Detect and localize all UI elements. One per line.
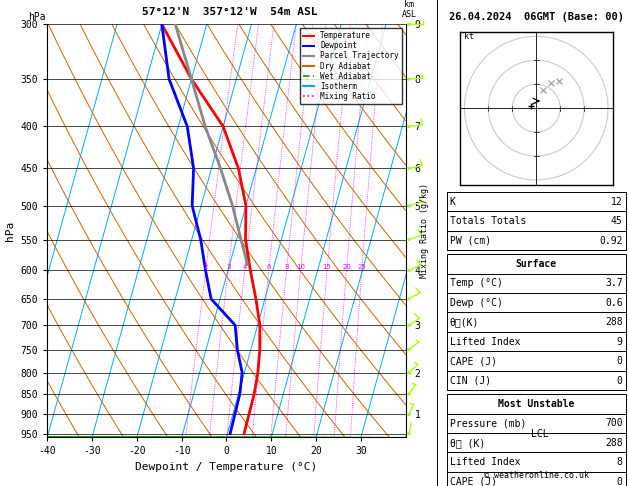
- Text: km
ASL: km ASL: [401, 0, 416, 19]
- Text: Dewp (°C): Dewp (°C): [450, 298, 503, 308]
- Text: Pressure (mb): Pressure (mb): [450, 418, 526, 428]
- Text: 57°12'N  357°12'W  54m ASL: 57°12'N 357°12'W 54m ASL: [142, 7, 318, 17]
- Text: Lifted Index: Lifted Index: [450, 457, 520, 467]
- Text: kt: kt: [464, 32, 474, 41]
- Text: 700: 700: [605, 418, 623, 428]
- Text: 10: 10: [296, 264, 305, 271]
- Text: 3.7: 3.7: [605, 278, 623, 288]
- Text: Surface: Surface: [516, 259, 557, 269]
- Text: Temp (°C): Temp (°C): [450, 278, 503, 288]
- Text: 288: 288: [605, 317, 623, 327]
- Text: 0: 0: [617, 376, 623, 385]
- Text: 4: 4: [243, 264, 247, 271]
- Text: Most Unstable: Most Unstable: [498, 399, 574, 409]
- Text: 45: 45: [611, 216, 623, 226]
- Text: 8: 8: [284, 264, 289, 271]
- Text: θᴄ (K): θᴄ (K): [450, 438, 485, 448]
- Text: Lifted Index: Lifted Index: [450, 337, 520, 347]
- Legend: Temperature, Dewpoint, Parcel Trajectory, Dry Adiabat, Wet Adiabat, Isotherm, Mi: Temperature, Dewpoint, Parcel Trajectory…: [299, 28, 402, 104]
- Text: hPa: hPa: [28, 12, 46, 22]
- Text: 2: 2: [204, 264, 208, 271]
- Text: 15: 15: [323, 264, 331, 271]
- Text: PW (cm): PW (cm): [450, 236, 491, 245]
- Text: © weatheronline.co.uk: © weatheronline.co.uk: [484, 471, 589, 480]
- Text: Totals Totals: Totals Totals: [450, 216, 526, 226]
- Text: 0.92: 0.92: [599, 236, 623, 245]
- Text: 3: 3: [226, 264, 230, 271]
- Text: CAPE (J): CAPE (J): [450, 477, 497, 486]
- Text: 8: 8: [617, 457, 623, 467]
- Y-axis label: hPa: hPa: [5, 221, 15, 241]
- Text: 0.6: 0.6: [605, 298, 623, 308]
- Text: 25: 25: [357, 264, 366, 271]
- Text: 0: 0: [617, 356, 623, 366]
- Text: 20: 20: [342, 264, 351, 271]
- Text: LCL: LCL: [531, 429, 549, 439]
- Text: CAPE (J): CAPE (J): [450, 356, 497, 366]
- Text: K: K: [450, 197, 455, 207]
- Text: 9: 9: [617, 337, 623, 347]
- Text: 0: 0: [617, 477, 623, 486]
- Text: 12: 12: [611, 197, 623, 207]
- Text: 288: 288: [605, 438, 623, 448]
- Text: θᴄ(K): θᴄ(K): [450, 317, 479, 327]
- Text: CIN (J): CIN (J): [450, 376, 491, 385]
- X-axis label: Dewpoint / Temperature (°C): Dewpoint / Temperature (°C): [135, 462, 318, 472]
- Text: 26.04.2024  06GMT (Base: 00): 26.04.2024 06GMT (Base: 00): [448, 12, 624, 22]
- Text: Mixing Ratio (g/kg): Mixing Ratio (g/kg): [420, 183, 429, 278]
- Text: 6: 6: [267, 264, 271, 271]
